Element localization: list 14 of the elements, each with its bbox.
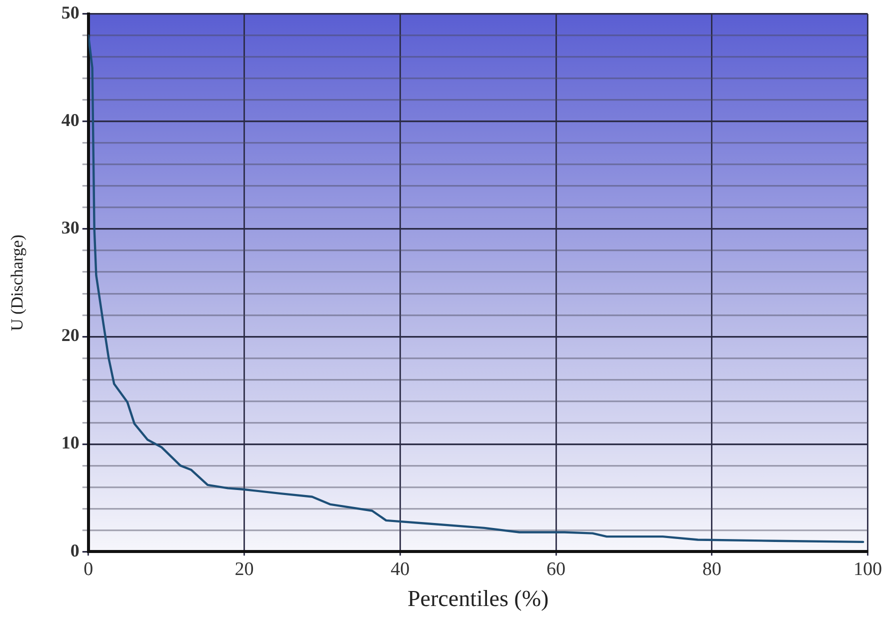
y-tick-label: 0: [70, 540, 80, 560]
x-tick-label: 100: [854, 558, 882, 580]
y-tick-label: 50: [61, 2, 80, 23]
x-tick-label: 0: [84, 558, 94, 580]
x-tick-label: 40: [390, 558, 410, 580]
y-tick-label: 20: [61, 325, 80, 346]
x-tick-label: 60: [546, 558, 566, 580]
y-tick-label: 40: [61, 110, 80, 130]
y-tick-label: 30: [61, 218, 80, 238]
y-tick-label: 10: [61, 432, 80, 453]
x-tick-label: 80: [702, 558, 722, 580]
y-axis-title: U (Discharge): [8, 234, 27, 332]
x-tick-label: 20: [234, 558, 254, 580]
x-axis-title: Percentiles (%): [408, 586, 549, 612]
